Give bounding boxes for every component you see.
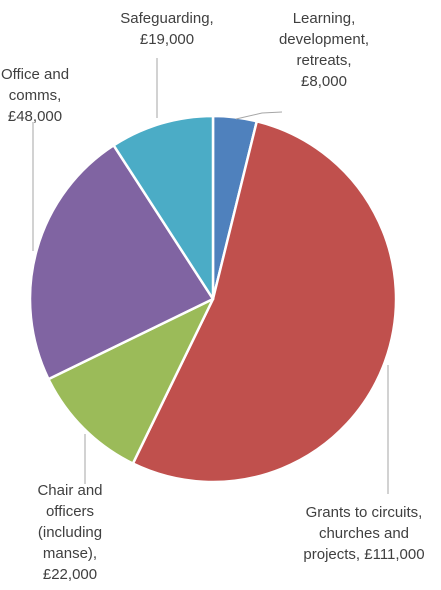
slice-label-2: Grants to circuits, churches and projects,… [303, 504, 424, 563]
slice-label-line: retreats, [296, 52, 351, 69]
slice-label-line: Learning, [293, 10, 356, 27]
slice-label-line: comms, [9, 87, 62, 104]
slice-label-line: Chair and [37, 482, 102, 499]
slice-label-line: Office and [1, 66, 69, 83]
slice-label-1: Learning, development, retreats, £8,000 [279, 10, 369, 90]
slice-label-line: Safeguarding, [120, 10, 213, 27]
slice-label-3: Chair and officers (including manse), £22,00… [37, 482, 102, 583]
slice-label-line: churches and [319, 525, 409, 542]
slice-label-5: Safeguarding, £19,000 [120, 10, 213, 48]
slice-label-line: (including [38, 524, 102, 541]
slice-label-4: Office and comms, £48,000 [1, 66, 69, 125]
slice-label-line: manse), [43, 545, 97, 562]
slice-label-line: £8,000 [301, 73, 347, 90]
pie-slices [30, 116, 396, 482]
slice-label-line: development, [279, 31, 369, 48]
slice-label-line: Grants to circuits, [306, 504, 423, 521]
slice-label-line: officers [46, 503, 94, 520]
slice-label-line: projects, £111,000 [303, 546, 424, 563]
slice-label-line: £48,000 [8, 108, 62, 125]
slice-label-line: £22,000 [43, 566, 97, 583]
slice-label-line: £19,000 [140, 31, 194, 48]
